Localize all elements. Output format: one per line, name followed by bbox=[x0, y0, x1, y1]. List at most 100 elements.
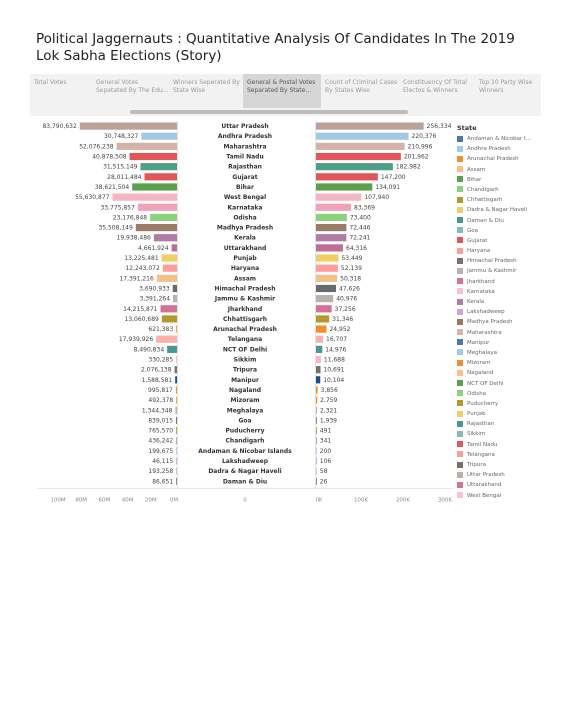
postal-votes-bar-jharkhand bbox=[316, 305, 332, 313]
legend-item[interactable]: Manipur bbox=[457, 338, 557, 348]
legend-item[interactable]: Uttarakhand bbox=[457, 480, 557, 490]
legend-label: Punjab bbox=[467, 411, 486, 418]
legend-swatch bbox=[457, 420, 463, 427]
legend-item[interactable]: Jammu & Kashmir bbox=[457, 266, 557, 276]
postal-votes-label-rajasthan: 182,982 bbox=[396, 164, 421, 171]
general-votes-label-lakshadweep: 46,115 bbox=[152, 458, 173, 465]
legend-item[interactable]: Haryana bbox=[457, 246, 557, 256]
legend-item[interactable]: Sikkim bbox=[457, 429, 557, 439]
legend-item[interactable]: Goa bbox=[457, 226, 557, 236]
legend-item[interactable]: Tripura bbox=[457, 460, 557, 470]
legend-item[interactable]: Arunachal Pradesh bbox=[457, 154, 557, 164]
tab-general-votes-education[interactable]: General Votes Sepatated By The Edu... bbox=[96, 79, 169, 94]
legend-item[interactable]: Punjab bbox=[457, 409, 557, 419]
legend-item[interactable]: Dadra & Nagar Haveli bbox=[457, 205, 557, 215]
postal-votes-bar-andhra-pradesh bbox=[316, 132, 409, 140]
legend-swatch bbox=[457, 390, 463, 397]
left-axis-tick: 0M bbox=[170, 497, 178, 503]
postal-votes-bar-karnataka bbox=[316, 203, 352, 211]
postal-votes-label-kerala: 72,241 bbox=[349, 235, 370, 242]
legend-item[interactable]: Kerala bbox=[457, 297, 557, 307]
tab-constituency-electors[interactable]: Constituency Of Total Electos & Winners bbox=[403, 79, 467, 94]
state-label-andhra-pradesh: Andhra Pradesh bbox=[218, 133, 272, 140]
state-label-chhattisgarh: Chhattisgarh bbox=[223, 316, 267, 323]
legend-item[interactable]: Mizoram bbox=[457, 358, 557, 368]
postal-votes-bar-mizoram bbox=[316, 396, 318, 404]
left-axis-tick: 80M bbox=[75, 497, 87, 503]
tab-scrollbar-thumb[interactable] bbox=[130, 110, 408, 114]
legend-item[interactable]: Lakshadweep bbox=[457, 307, 557, 317]
legend-item[interactable]: Madhya Pradesh bbox=[457, 317, 557, 327]
legend-item[interactable]: Odisha bbox=[457, 389, 557, 399]
legend-item[interactable]: Chhattisgarh bbox=[457, 195, 557, 205]
legend-item[interactable]: Daman & Diu bbox=[457, 216, 557, 226]
general-votes-label-puducherry: 765,570 bbox=[148, 428, 173, 435]
legend-item[interactable]: Uttar Pradesh bbox=[457, 470, 557, 480]
tab-total-votes[interactable]: Total Votes bbox=[34, 79, 67, 86]
tab-winners-state-wise[interactable]: Winners Seperated By State Wise bbox=[173, 79, 240, 94]
legend-label: Daman & Diu bbox=[467, 217, 504, 224]
postal-votes-bar-daman-diu bbox=[316, 477, 317, 485]
general-votes-label-rajasthan: 31,515,149 bbox=[103, 164, 138, 171]
postal-votes-label-madhya-pradesh: 72,446 bbox=[349, 225, 370, 232]
legend-item[interactable]: Nagaland bbox=[457, 368, 557, 378]
general-votes-bar-nagaland bbox=[175, 386, 177, 394]
legend-item[interactable]: Jharkhand bbox=[457, 277, 557, 287]
postal-votes-label-bihar: 134,091 bbox=[375, 184, 400, 191]
general-votes-label-chhattisgarh: 13,060,689 bbox=[124, 316, 159, 323]
legend-label: Rajasthan bbox=[467, 421, 495, 428]
legend-item[interactable]: Maharashtra bbox=[457, 328, 557, 338]
postal-votes-bar-goa bbox=[316, 416, 317, 425]
legend-swatch bbox=[457, 430, 463, 437]
postal-votes-bar-punjab bbox=[316, 254, 339, 262]
legend-item[interactable]: West Bengal bbox=[457, 491, 557, 501]
general-votes-bar-haryana bbox=[162, 264, 177, 272]
legend-swatch bbox=[457, 278, 463, 285]
general-votes-label-tamil-nadu: 40,878,508 bbox=[92, 154, 127, 161]
legend-swatch bbox=[457, 206, 463, 213]
general-votes-label-manipur: 1,588,581 bbox=[142, 377, 173, 384]
tab-top-party-winners[interactable]: Top 10 Party Wise Winners bbox=[479, 79, 533, 94]
postal-votes-label-punjab: 53,449 bbox=[341, 255, 362, 262]
legend-item[interactable]: Karnataka bbox=[457, 287, 557, 297]
postal-votes-label-uttar-pradesh: 256,334 bbox=[427, 123, 452, 130]
general-votes-bar-daman-diu bbox=[176, 477, 177, 485]
legend-item[interactable]: Chandigarh bbox=[457, 185, 557, 195]
general-votes-label-daman-diu: 86,651 bbox=[152, 478, 173, 485]
tab-criminal-cases[interactable]: Count of Criminal Cases By States Wise bbox=[325, 79, 398, 94]
legend-item[interactable]: Bihar bbox=[457, 175, 557, 185]
postal-votes-bar-chandigarh bbox=[316, 437, 317, 445]
general-votes-bar-maharashtra bbox=[116, 142, 177, 150]
legend-item[interactable]: Tamil Nadu bbox=[457, 440, 557, 450]
tab-general-postal-votes[interactable]: General & Postal Votes Separated By Stat… bbox=[243, 74, 321, 108]
legend-item[interactable]: Puducherry bbox=[457, 399, 557, 409]
legend-item[interactable]: Meghalaya bbox=[457, 348, 557, 358]
state-label-daman-diu: Daman & Diu bbox=[223, 478, 267, 485]
postal-votes-label-himachal-pradesh: 47,626 bbox=[339, 285, 360, 292]
legend-label: Tamil Nadu bbox=[467, 441, 498, 448]
legend-item[interactable]: Andaman & Nicobar I... bbox=[457, 134, 557, 144]
postal-votes-label-andhra-pradesh: 220,376 bbox=[412, 133, 437, 140]
state-label-uttarakhand: Uttarakhand bbox=[224, 245, 267, 252]
state-label-jammu-kashmir: Jammu & Kashmir bbox=[214, 296, 275, 303]
general-votes-label-nagaland: 995,817 bbox=[148, 387, 173, 394]
legend-label: Sikkim bbox=[467, 431, 486, 438]
state-label-bihar: Bihar bbox=[236, 184, 254, 191]
legend-item[interactable]: Gujarat bbox=[457, 236, 557, 246]
postal-votes-bar-maharashtra bbox=[316, 142, 405, 150]
legend-swatch bbox=[457, 451, 463, 458]
postal-votes-label-haryana: 52,139 bbox=[341, 265, 362, 272]
legend-item[interactable]: Rajasthan bbox=[457, 419, 557, 429]
legend-item[interactable]: Assam bbox=[457, 165, 557, 175]
legend-swatch bbox=[457, 471, 463, 478]
legend-item[interactable]: Himachal Pradesh bbox=[457, 256, 557, 266]
legend-item[interactable]: NCT OF Delhi bbox=[457, 379, 557, 389]
general-votes-label-tripura: 2,076,138 bbox=[141, 367, 172, 374]
postal-votes-label-puducherry: 491 bbox=[320, 428, 332, 435]
legend-swatch bbox=[457, 339, 463, 346]
legend-item[interactable]: Telangana bbox=[457, 450, 557, 460]
general-votes-bar-chhattisgarh bbox=[161, 315, 177, 323]
general-votes-bar-jharkhand bbox=[160, 305, 177, 313]
legend-item[interactable]: Andhra Pradesh bbox=[457, 144, 557, 154]
